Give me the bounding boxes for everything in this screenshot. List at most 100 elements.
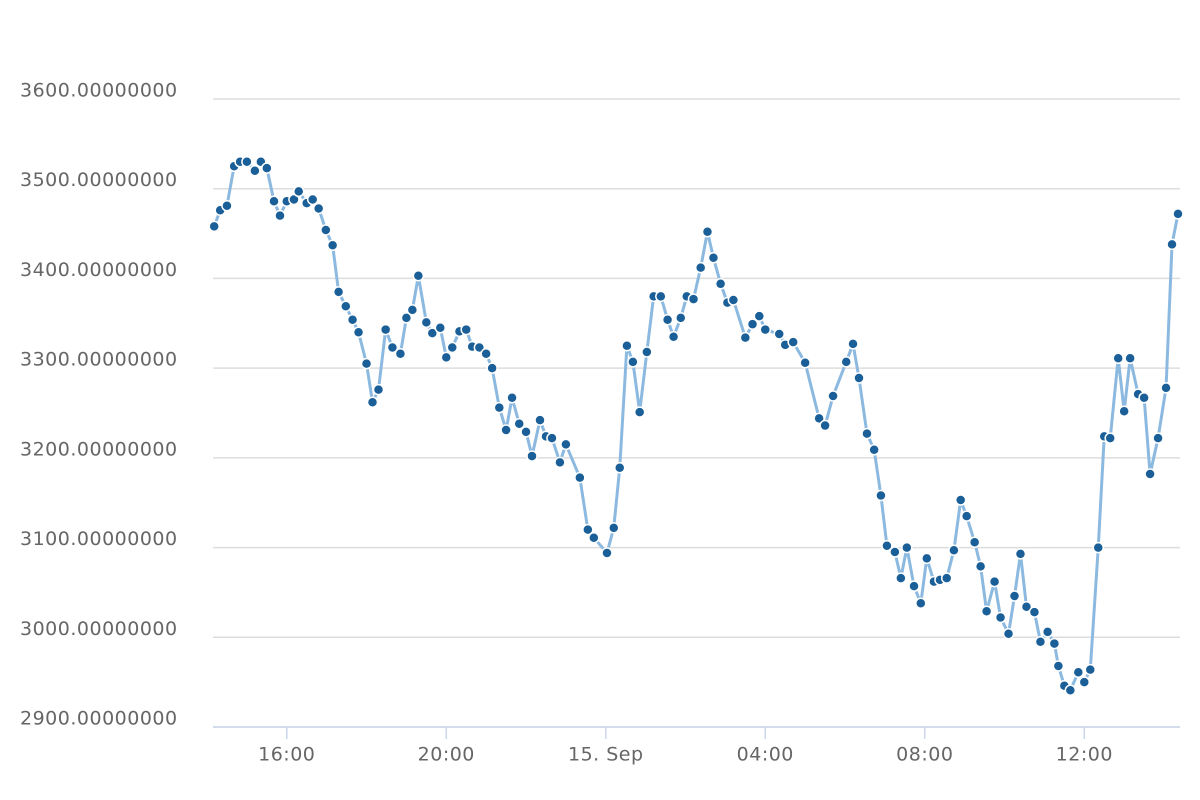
point xyxy=(773,328,785,340)
point xyxy=(813,412,825,425)
point xyxy=(440,351,453,364)
point xyxy=(1052,660,1065,672)
point xyxy=(1138,391,1150,404)
point xyxy=(895,572,907,584)
point xyxy=(753,310,766,322)
x-tick-label: 08:00 xyxy=(896,744,953,766)
point xyxy=(312,202,325,215)
point xyxy=(968,536,981,548)
point xyxy=(621,339,633,352)
point xyxy=(546,432,558,444)
y-tick-label: 3400.00000000 xyxy=(20,259,178,281)
point xyxy=(940,572,953,584)
point xyxy=(988,575,1001,588)
point xyxy=(847,338,859,350)
point xyxy=(908,580,920,592)
point xyxy=(486,362,498,374)
point xyxy=(480,348,492,360)
point xyxy=(694,261,707,274)
y-tick-label: 3100.00000000 xyxy=(20,528,178,550)
point xyxy=(326,239,339,251)
point xyxy=(406,304,419,316)
point xyxy=(426,327,439,339)
point xyxy=(1092,541,1105,554)
point xyxy=(379,323,392,336)
point xyxy=(994,611,1007,624)
point xyxy=(746,318,759,330)
point xyxy=(372,383,385,396)
point xyxy=(633,406,646,418)
point xyxy=(1072,666,1085,679)
point xyxy=(1166,238,1178,251)
point xyxy=(386,341,399,354)
point xyxy=(1172,208,1184,220)
point xyxy=(274,209,286,222)
point xyxy=(787,336,799,348)
point xyxy=(574,471,586,484)
point xyxy=(1104,432,1116,444)
point xyxy=(674,312,687,324)
point xyxy=(840,356,852,368)
y-tick-label: 2900.00000000 xyxy=(20,708,178,730)
y-tick-label: 3600.00000000 xyxy=(20,80,178,102)
point xyxy=(340,300,352,312)
point xyxy=(446,341,459,354)
point xyxy=(687,293,700,305)
x-tick-label: 15. Sep xyxy=(568,744,644,766)
point xyxy=(412,269,425,282)
point xyxy=(655,290,667,303)
point xyxy=(661,313,674,326)
point xyxy=(727,294,740,306)
point xyxy=(493,401,506,414)
y-tick-label: 3000.00000000 xyxy=(20,618,178,640)
point xyxy=(707,252,720,264)
x-tick-label: 12:00 xyxy=(1056,744,1113,766)
point xyxy=(1160,382,1172,394)
point xyxy=(868,444,880,456)
point xyxy=(1014,548,1027,560)
point xyxy=(799,357,811,369)
point xyxy=(360,357,373,370)
point xyxy=(974,560,987,573)
point xyxy=(420,316,433,329)
y-tick-label: 3500.00000000 xyxy=(20,169,178,191)
point xyxy=(819,419,831,432)
point xyxy=(241,156,253,168)
point xyxy=(1048,637,1061,650)
point xyxy=(1084,663,1097,676)
point xyxy=(500,424,512,436)
point xyxy=(759,323,772,336)
point xyxy=(1020,601,1033,613)
point xyxy=(667,330,680,343)
point xyxy=(1028,606,1041,618)
point xyxy=(960,510,973,522)
point xyxy=(346,313,359,326)
point xyxy=(332,286,345,298)
point xyxy=(292,185,305,198)
point xyxy=(1008,590,1021,602)
point xyxy=(249,165,261,177)
point xyxy=(601,547,613,559)
point xyxy=(1034,636,1047,648)
point xyxy=(714,278,727,290)
point xyxy=(1152,432,1164,444)
point xyxy=(352,326,365,339)
point xyxy=(608,522,620,534)
x-tick-label: 16:00 xyxy=(258,744,315,766)
x-tick-label: 20:00 xyxy=(418,744,475,766)
point xyxy=(641,346,653,358)
point xyxy=(534,414,546,426)
point xyxy=(901,541,913,554)
point xyxy=(221,200,233,212)
point xyxy=(320,224,332,236)
point xyxy=(1078,676,1091,688)
point xyxy=(853,372,865,384)
point xyxy=(268,195,280,208)
point xyxy=(915,597,927,609)
point xyxy=(1002,627,1015,640)
point xyxy=(861,427,873,440)
point xyxy=(980,605,993,618)
point xyxy=(889,546,901,558)
point xyxy=(208,220,220,233)
point xyxy=(613,461,626,474)
